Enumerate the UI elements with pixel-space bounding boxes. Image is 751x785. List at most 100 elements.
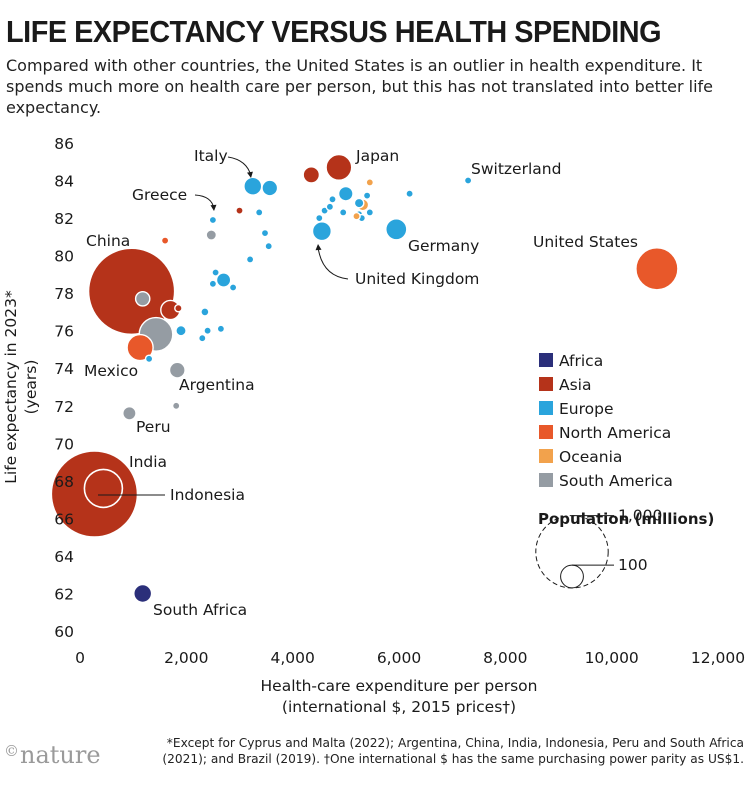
- y-tick-label: 86: [54, 135, 74, 153]
- bubble-country-26: [245, 255, 255, 264]
- bubble-switzerland: [463, 176, 473, 185]
- bubble-country-19: [215, 272, 232, 288]
- label-greece: Greece: [132, 186, 187, 204]
- y-tick-label: 78: [54, 285, 74, 303]
- bubble-country-7: [171, 401, 181, 411]
- y-tick-label: 80: [54, 248, 74, 266]
- y-axis-title: Life expectancy in 2023* (years): [2, 290, 40, 484]
- bubble-country-5: [134, 290, 151, 307]
- bubble-country-48: [362, 191, 372, 200]
- bubble-country-37: [314, 213, 324, 223]
- chart-title: LIFE EXPECTANCY VERSUS HEALTH SPENDING: [6, 14, 662, 49]
- arrowhead-greece: [210, 204, 217, 211]
- label-india: India: [129, 453, 167, 471]
- bubble-country-17: [197, 333, 207, 343]
- label-argentina: Argentina: [179, 376, 255, 394]
- bubble-indonesia: [83, 468, 124, 509]
- bubble-country-41: [353, 197, 365, 209]
- y-tick-label: 76: [54, 323, 74, 341]
- arrowhead-united-kingdom: [315, 244, 322, 251]
- x-axis-title: Health-care expenditure per person: [261, 677, 538, 695]
- bubble-china: [87, 247, 176, 335]
- bubble-country-43: [352, 211, 361, 221]
- bubble-country-16: [203, 326, 212, 336]
- label-mexico: Mexico: [84, 362, 138, 380]
- footnote: *Except for Cyprus and Malta (2022); Arg…: [162, 736, 744, 766]
- bubble-germany: [385, 218, 408, 241]
- label-germany: Germany: [408, 237, 479, 255]
- bubble-country-47: [365, 178, 375, 187]
- bubble-country-10: [144, 354, 154, 364]
- bubble-peru: [122, 405, 137, 421]
- bubble-country-30: [260, 228, 270, 238]
- legend-label: South America: [559, 472, 673, 490]
- legend-swatch: [539, 401, 553, 415]
- legend-swatch: [539, 473, 553, 487]
- label-peru: Peru: [136, 418, 171, 436]
- legend-swatch: [539, 377, 553, 391]
- bubble-country-20: [208, 279, 218, 289]
- legend-label: North America: [559, 424, 671, 442]
- logo-text: nature: [20, 741, 101, 769]
- legend-label: Europe: [559, 400, 614, 418]
- bubble-country-29: [261, 179, 279, 197]
- bubble-united-states: [635, 247, 679, 291]
- legend-item-europe: Europe: [539, 400, 614, 418]
- bubble-layer: [50, 153, 679, 604]
- legend-item-africa: Africa: [539, 352, 603, 370]
- y-axis-title-line1: Life expectancy in 2023*: [2, 290, 20, 484]
- label-italy: Italy: [194, 147, 228, 165]
- copyright-symbol: ©: [4, 742, 19, 760]
- x-tick-label: 8,000: [483, 649, 527, 667]
- bubble-country-22: [211, 268, 220, 277]
- legend-swatch: [539, 449, 553, 463]
- bubble-country-32: [302, 166, 321, 184]
- bubble-country-15: [200, 307, 210, 317]
- bubble-country-31: [264, 241, 274, 251]
- arrowhead-italy: [247, 171, 253, 178]
- legend-item-north-america: North America: [539, 424, 671, 442]
- leader-line-united-kingdom: [317, 246, 349, 280]
- y-tick-label: 72: [54, 398, 74, 416]
- y-tick-label: 70: [54, 435, 74, 453]
- bubble-country-11: [174, 303, 183, 313]
- label-united-states: United States: [533, 233, 638, 251]
- size-legend-label-small: 100: [618, 556, 648, 574]
- legend-label: Oceania: [559, 448, 622, 466]
- bubble-mexico: [126, 333, 154, 362]
- bubble-country-45: [365, 208, 375, 217]
- legend-label: Asia: [559, 376, 591, 394]
- label-china: China: [86, 232, 130, 250]
- bubble-japan: [325, 153, 353, 181]
- axes: 60 62 64 66 68 70 72 74 76 78 80 82 84 86 0 2,000 4,000 6…: [2, 135, 745, 716]
- legend-swatch: [539, 353, 553, 367]
- size-legend-circle-small: [560, 564, 584, 589]
- legend-item-oceania: Oceania: [539, 448, 622, 466]
- legend-item-asia: Asia: [539, 376, 591, 394]
- y-tick-label: 62: [54, 586, 74, 604]
- y-tick-label: 68: [54, 473, 74, 491]
- legend-item-south-america: South America: [539, 472, 673, 490]
- x-tick-label: 12,000: [691, 649, 745, 667]
- bubble-argentina: [168, 361, 186, 379]
- y-tick-label: 64: [54, 548, 74, 566]
- bubble-chile: [205, 229, 218, 241]
- label-south-africa: South Africa: [153, 601, 247, 619]
- label-united-kingdom: United Kingdom: [355, 270, 479, 288]
- size-legend-label-large: 1,000: [618, 507, 662, 525]
- bubble-greece: [208, 215, 218, 225]
- bubble-country-25: [235, 206, 244, 215]
- legend: Africa Asia Europe North America Oceania Sout…: [535, 352, 714, 589]
- y-tick-label: 82: [54, 210, 74, 228]
- x-tick-label: 2,000: [164, 649, 208, 667]
- y-axis-title-line2: (years): [22, 360, 40, 415]
- bubble-italy: [243, 176, 263, 196]
- x-tick-label: 10,000: [585, 649, 639, 667]
- legend-label: Africa: [559, 352, 603, 370]
- x-axis-subtitle: (international $, 2015 prices†): [282, 698, 516, 716]
- label-switzerland: Switzerland: [471, 160, 561, 178]
- bubble-country-14: [160, 236, 170, 245]
- y-tick-label: 74: [54, 360, 74, 378]
- bubble-country-9: [175, 324, 187, 337]
